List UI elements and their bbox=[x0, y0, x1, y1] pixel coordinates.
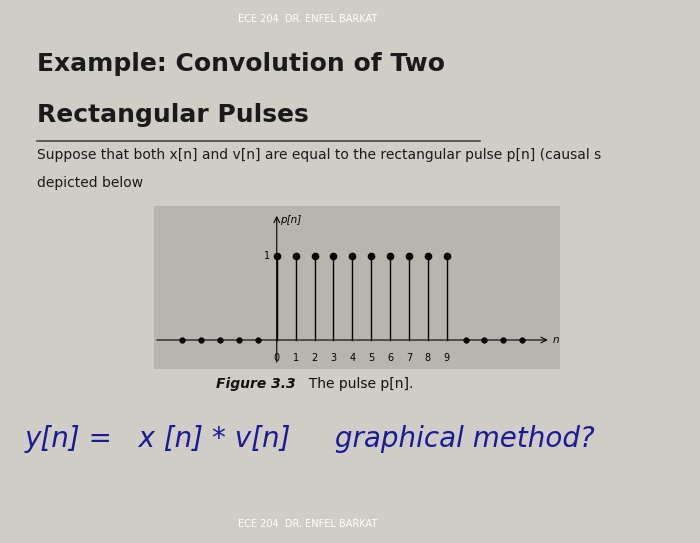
Text: 3: 3 bbox=[330, 352, 337, 363]
Text: depicted below: depicted below bbox=[37, 176, 143, 190]
Text: p[n]: p[n] bbox=[279, 214, 301, 225]
Text: Figure 3.3: Figure 3.3 bbox=[216, 377, 296, 391]
Text: Rectangular Pulses: Rectangular Pulses bbox=[37, 103, 309, 128]
Text: y[n] =   x [n] * v[n]     graphical method?: y[n] = x [n] * v[n] graphical method? bbox=[25, 425, 596, 453]
Text: ECE 204  DR. ENFEL BARKAT: ECE 204 DR. ENFEL BARKAT bbox=[239, 519, 377, 529]
Text: 0: 0 bbox=[274, 352, 280, 363]
Text: Suppose that both x[n] and v[n] are equal to the rectangular pulse p[n] (causal : Suppose that both x[n] and v[n] are equa… bbox=[37, 148, 601, 162]
Text: ECE 204  DR. ENFEL BARKAT: ECE 204 DR. ENFEL BARKAT bbox=[239, 15, 377, 24]
Text: 4: 4 bbox=[349, 352, 356, 363]
Text: 1: 1 bbox=[264, 251, 270, 262]
Text: 5: 5 bbox=[368, 352, 374, 363]
Text: 8: 8 bbox=[425, 352, 431, 363]
Text: The pulse p[n].: The pulse p[n]. bbox=[300, 377, 414, 391]
Text: 2: 2 bbox=[312, 352, 318, 363]
Text: Example: Convolution of Two: Example: Convolution of Two bbox=[37, 52, 445, 75]
Text: 6: 6 bbox=[387, 352, 393, 363]
Text: 7: 7 bbox=[406, 352, 412, 363]
Text: 1: 1 bbox=[293, 352, 299, 363]
Text: 9: 9 bbox=[444, 352, 450, 363]
Text: n: n bbox=[552, 335, 559, 345]
